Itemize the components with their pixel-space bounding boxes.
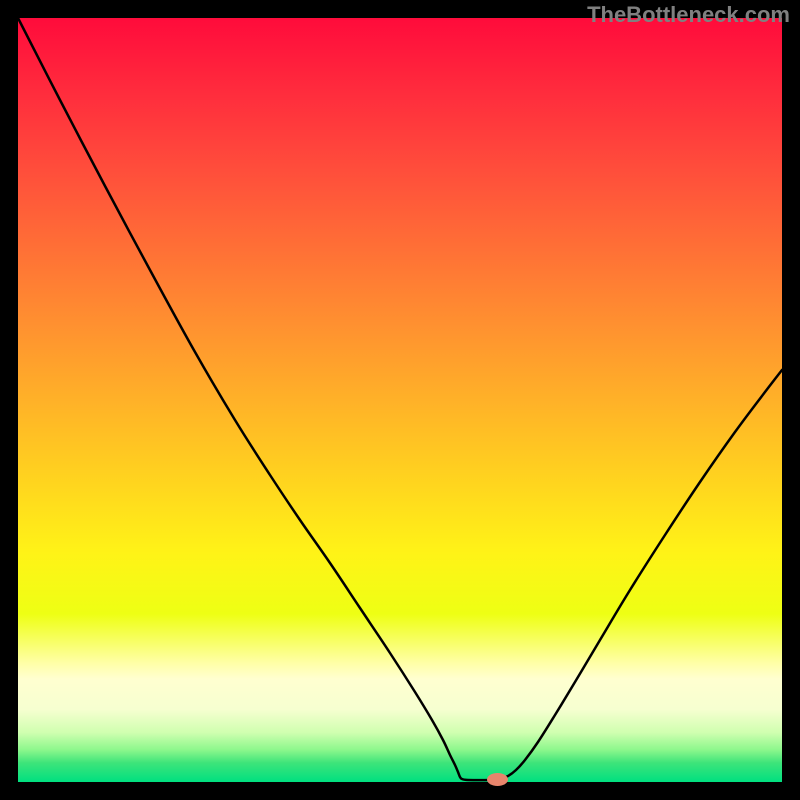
curve-layer (0, 0, 800, 800)
plot-area (18, 18, 782, 782)
optimum-marker-icon (487, 773, 508, 786)
watermark-text: TheBottleneck.com (587, 2, 790, 28)
chart-container: TheBottleneck.com (0, 0, 800, 800)
bottleneck-curve (18, 18, 782, 780)
